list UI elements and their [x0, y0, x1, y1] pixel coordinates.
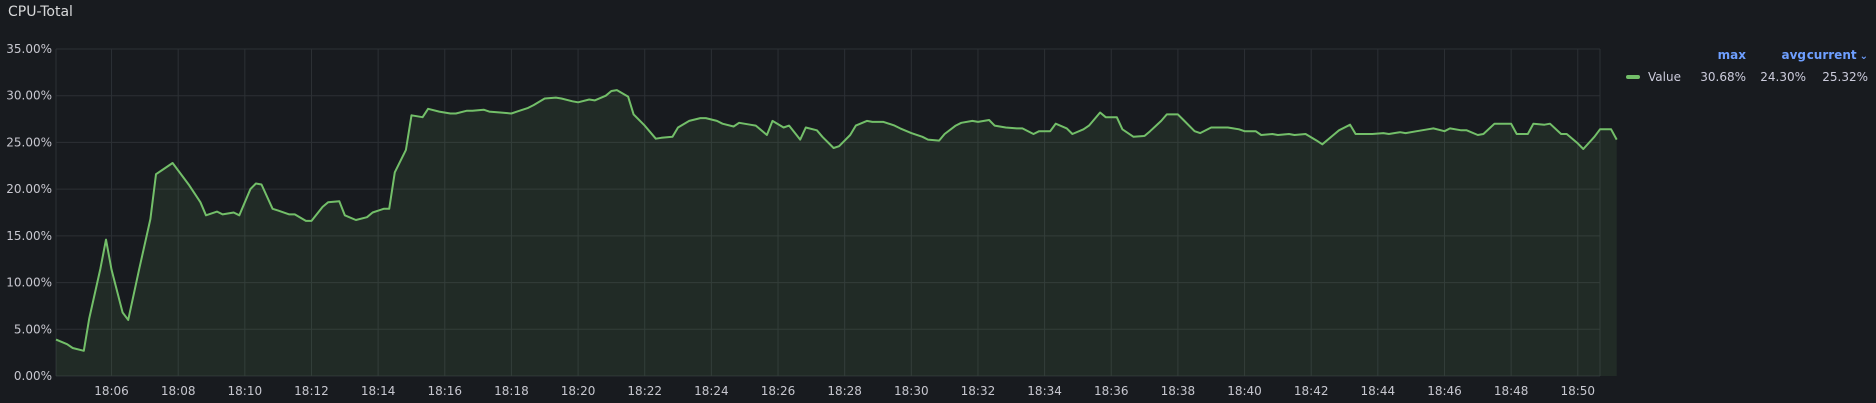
legend-color-swatch: [1626, 75, 1640, 79]
x-tick-label: 18:34: [1027, 384, 1062, 398]
x-tick-label: 18:44: [1361, 384, 1396, 398]
series-area-value: [56, 90, 1617, 376]
legend-table: max avg current ⌄ Value 30.68% 24.30% 25.…: [1620, 44, 1868, 88]
x-tick-label: 18:50: [1560, 384, 1595, 398]
x-tick-label: 18:40: [1227, 384, 1262, 398]
legend-header-avg[interactable]: avg: [1781, 48, 1806, 62]
y-tick-label: 30.00%: [6, 89, 52, 103]
legend-value-current: 25.32%: [1822, 70, 1868, 84]
y-tick-label: 35.00%: [6, 42, 52, 56]
x-tick-label: 18:24: [694, 384, 729, 398]
series-line-value: [55, 89, 1618, 352]
x-tick-label: 18:48: [1494, 384, 1529, 398]
x-tick-label: 18:14: [361, 384, 396, 398]
legend-value-max: 30.68%: [1700, 70, 1746, 84]
y-tick-label: 15.00%: [6, 229, 52, 243]
x-tick-label: 18:20: [561, 384, 596, 398]
chevron-down-icon: ⌄: [1859, 51, 1868, 62]
y-tick-label: 20.00%: [6, 182, 52, 196]
y-tick-label: 25.00%: [6, 135, 52, 149]
legend-series-name: Value: [1648, 70, 1681, 84]
y-tick-label: 10.00%: [6, 276, 52, 290]
legend-row[interactable]: Value 30.68% 24.30% 25.32%: [1620, 66, 1868, 88]
x-tick-label: 18:32: [961, 384, 996, 398]
legend-header-max[interactable]: max: [1717, 48, 1746, 62]
x-tick-label: 18:10: [228, 384, 263, 398]
legend-value-avg: 24.30%: [1760, 70, 1806, 84]
x-tick-label: 18:30: [894, 384, 929, 398]
x-tick-label: 18:18: [494, 384, 529, 398]
y-tick-label: 0.00%: [14, 369, 52, 383]
x-tick-label: 18:36: [1094, 384, 1129, 398]
y-tick-label: 5.00%: [14, 322, 52, 336]
legend-header: max avg current ⌄: [1620, 44, 1868, 66]
x-tick-label: 18:38: [1161, 384, 1196, 398]
x-tick-label: 18:28: [827, 384, 862, 398]
x-tick-label: 18:06: [94, 384, 129, 398]
x-tick-label: 18:08: [161, 384, 196, 398]
x-tick-label: 18:26: [761, 384, 796, 398]
legend-header-current-label: current: [1806, 48, 1857, 62]
legend-series-name-cell: Value: [1620, 70, 1686, 84]
x-tick-label: 18:12: [294, 384, 329, 398]
x-tick-label: 18:42: [1294, 384, 1329, 398]
panel-title: CPU-Total: [8, 4, 73, 20]
legend-header-current[interactable]: current ⌄: [1806, 48, 1868, 62]
x-tick-label: 18:46: [1427, 384, 1462, 398]
x-tick-label: 18:22: [627, 384, 662, 398]
x-tick-label: 18:16: [427, 384, 462, 398]
